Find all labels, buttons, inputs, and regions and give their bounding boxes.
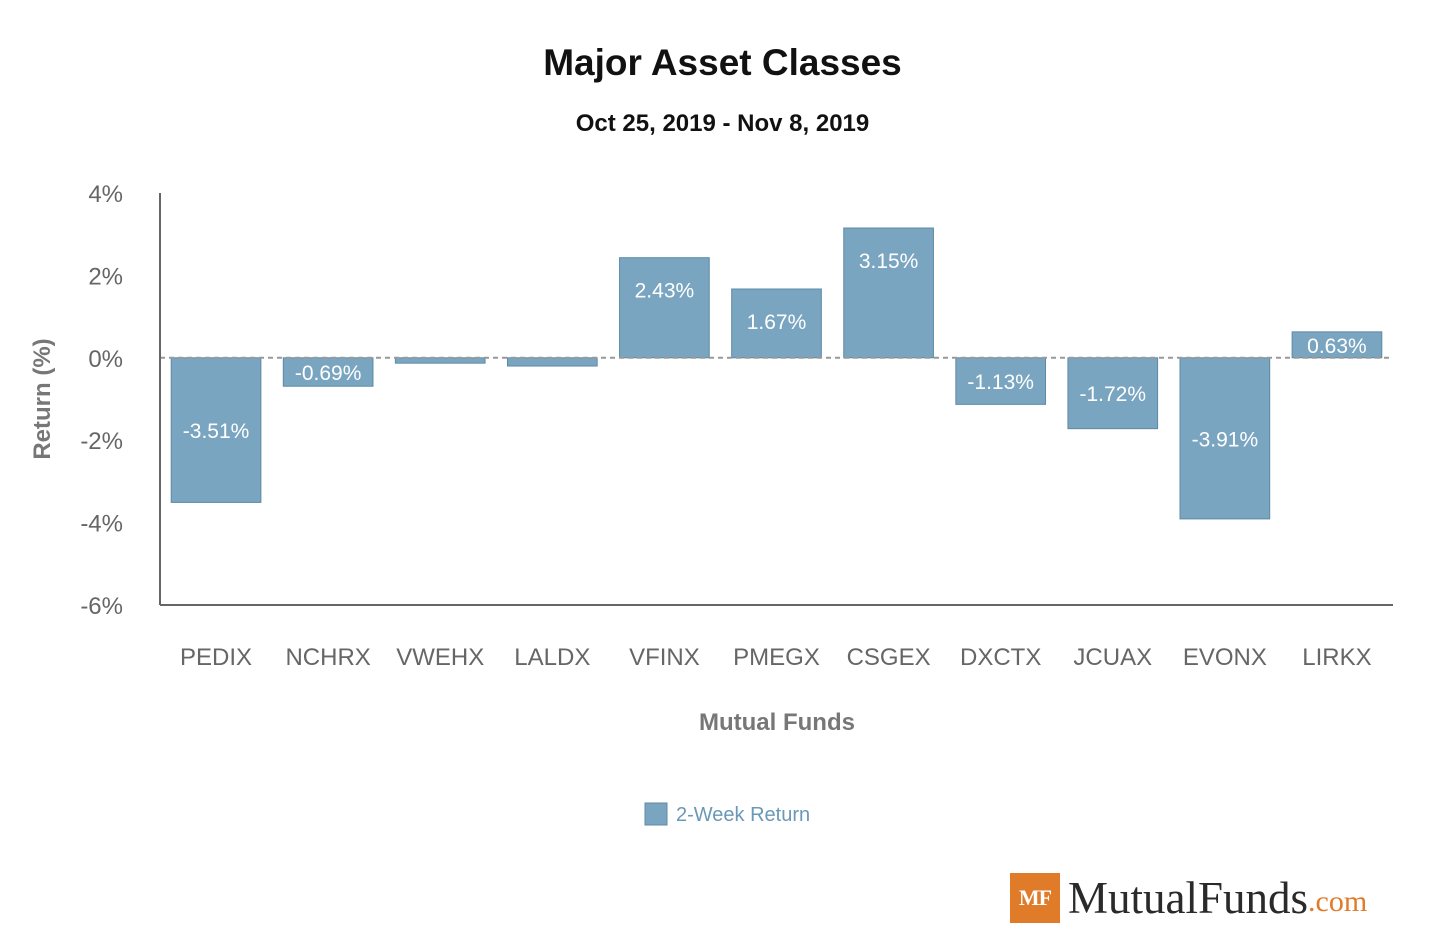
x-tick-label: CSGEX	[847, 644, 931, 671]
x-tick-label: DXCTX	[960, 644, 1041, 671]
y-tick-label: -4%	[80, 511, 123, 538]
x-tick-label: LALDX	[514, 644, 590, 671]
x-axis-title: Mutual Funds	[699, 709, 855, 736]
data-label: -3.51%	[183, 420, 250, 443]
legend-swatch	[644, 802, 668, 826]
bar	[170, 357, 262, 503]
bar	[506, 357, 598, 367]
y-tick-label: -6%	[80, 593, 123, 620]
legend-label: 2-Week Return	[676, 804, 810, 826]
bar	[282, 357, 374, 387]
data-label: 0.63%	[1307, 335, 1367, 358]
data-label: 3.15%	[859, 250, 919, 273]
data-label: 2.43%	[635, 280, 695, 303]
x-tick-label: VWEHX	[396, 644, 484, 671]
brand-name: MutualFunds	[1068, 873, 1309, 923]
chart-title: Major Asset Classes	[543, 42, 902, 83]
bar	[843, 227, 934, 359]
brand-logo[interactable]: MF MutualFunds .com	[1010, 873, 1367, 923]
x-tick-label: VFINX	[629, 644, 700, 671]
data-label: -1.13%	[967, 371, 1034, 394]
y-tick-label: 0%	[88, 346, 123, 373]
chart-subtitle: Oct 25, 2019 - Nov 8, 2019	[575, 110, 870, 137]
data-label: 1.67%	[747, 311, 807, 334]
x-tick-label: JCUAX	[1073, 644, 1152, 671]
bar	[1067, 357, 1159, 430]
y-tick-label: 2%	[88, 263, 123, 290]
bar	[731, 288, 822, 359]
y-axis-title: Return (%)	[29, 338, 56, 459]
bar	[619, 257, 710, 359]
bar	[1179, 357, 1271, 520]
bar	[1291, 331, 1383, 359]
y-tick-label: 4%	[88, 181, 123, 208]
brand-tld: .com	[1308, 885, 1368, 918]
x-tick-label: EVONX	[1183, 644, 1267, 671]
x-tick-label: LIRKX	[1302, 644, 1371, 671]
brand-logo-box: MF	[1010, 873, 1060, 923]
x-tick-label: NCHRX	[285, 644, 370, 671]
data-label: -1.72%	[1079, 383, 1146, 406]
y-tick-label: -2%	[80, 428, 123, 455]
data-label: -3.91%	[1192, 428, 1259, 451]
x-tick-label: PMEGX	[733, 644, 820, 671]
data-label: -0.69%	[295, 362, 362, 385]
x-tick-label: PEDIX	[180, 644, 252, 671]
